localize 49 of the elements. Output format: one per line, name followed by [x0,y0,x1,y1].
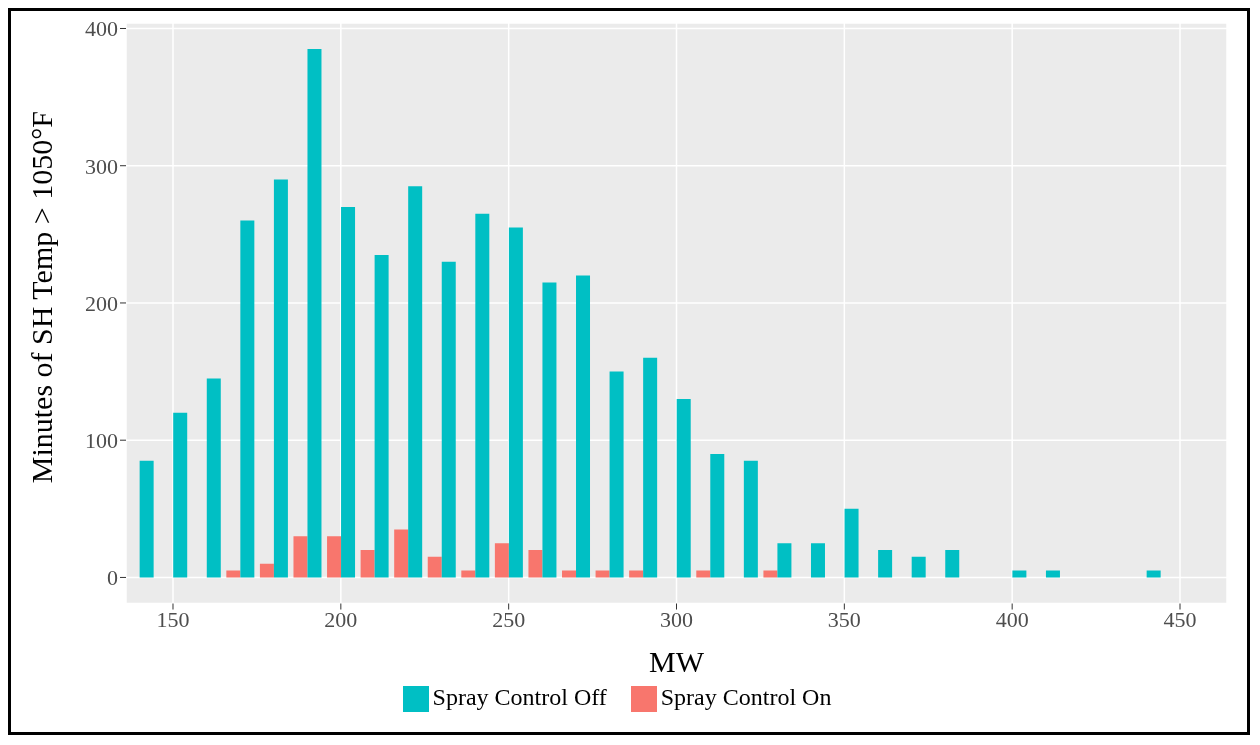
bar [341,206,356,578]
y-tick-label: 400 [85,16,118,42]
x-tick-label: 200 [324,607,358,633]
bar [374,254,389,578]
bar [743,460,758,578]
x-tick-label: 300 [660,607,693,633]
bar [327,536,342,578]
y-tick-label: 100 [85,428,118,454]
bar [878,549,893,578]
bar [643,357,658,578]
legend-label: Spray Control Off [432,683,607,710]
bar [259,563,274,578]
x-axis-title: MW [649,644,705,678]
bar [240,220,255,578]
bar [609,371,624,578]
bar [475,213,490,578]
bar [307,49,322,578]
x-tick-label: 150 [156,607,190,633]
bar [542,282,557,578]
x-tick-label: 400 [995,607,1029,633]
bar [508,227,523,578]
bar [360,549,375,578]
bar [777,543,792,578]
bar [173,412,188,578]
y-axis-title: Minutes of SH Temp > 1050°F [24,111,58,484]
bar [293,536,308,578]
bar [408,186,423,578]
bar [945,549,960,578]
y-tick-label: 200 [85,290,118,316]
bar [494,543,509,578]
bar [676,399,691,578]
bar [394,529,409,578]
legend-label: Spray Control On [660,683,832,710]
x-tick-label: 450 [1163,607,1197,633]
y-tick-label: 300 [85,153,118,179]
x-tick-label: 250 [492,607,526,633]
bar [710,453,725,578]
bar [844,508,859,578]
y-tick-label: 0 [107,565,118,591]
bar [441,261,456,578]
bar [528,549,543,578]
bar [576,275,591,578]
bar [273,179,288,578]
bar [810,543,825,578]
bar [139,460,154,578]
bar [911,556,926,578]
bar [427,556,442,578]
x-tick-label: 350 [827,607,861,633]
bar [206,378,221,578]
